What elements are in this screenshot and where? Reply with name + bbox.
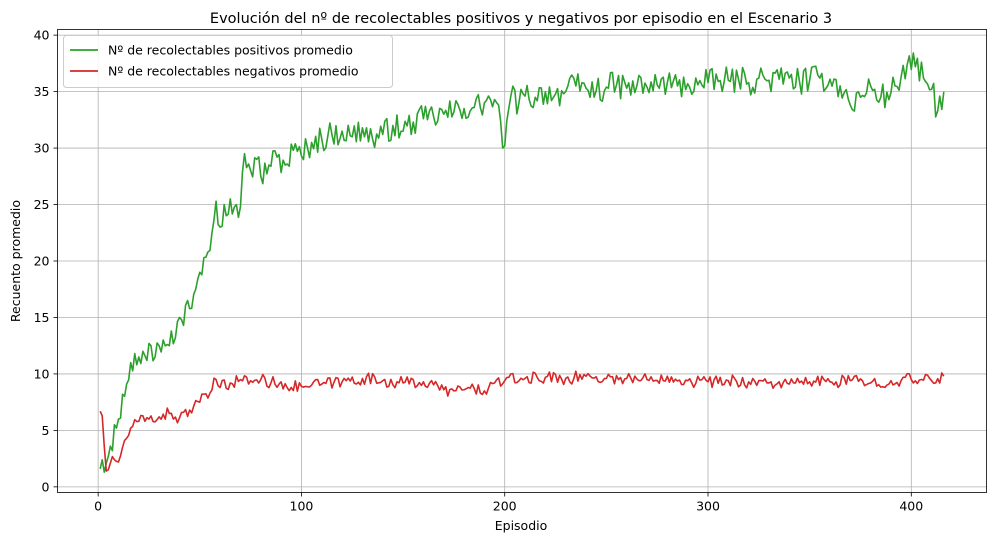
series-line-2 [99,370,945,472]
y-tick-label: 30 [34,141,50,156]
legend-box [63,35,393,88]
y-tick-label: 15 [34,310,50,325]
x-tick-label: 0 [94,499,102,514]
legend: Nº de recolectables positivos promedio Nº… [63,35,393,88]
y-tick-label: 0 [42,479,50,494]
series-line-1 [99,52,945,473]
y-tick-label: 25 [34,197,50,212]
grid-lines [57,29,987,493]
x-tick-label: 100 [290,499,314,514]
y-tick-label: 40 [34,28,50,43]
legend-label: Nº de recolectables negativos promedio [108,64,359,79]
chart-title: Evolución del nº de recolectables positi… [210,11,832,27]
legend-label: Nº de recolectables positivos promedio [108,43,353,58]
x-tick-label: 400 [899,499,923,514]
y-tick-label: 20 [34,254,50,269]
y-axis-label: Recuento promedio [8,200,23,322]
y-tick-label: 35 [34,84,50,99]
series-lines [99,52,945,473]
x-axis-label: Episodio [495,518,548,533]
y-tick-label: 10 [34,366,50,381]
x-tick-label: 200 [493,499,517,514]
y-tick-label: 5 [42,423,50,438]
axis-ticks: 0 100 200 300 400 0 5 10 15 20 25 30 35 40 [34,28,924,514]
x-tick-label: 300 [696,499,720,514]
